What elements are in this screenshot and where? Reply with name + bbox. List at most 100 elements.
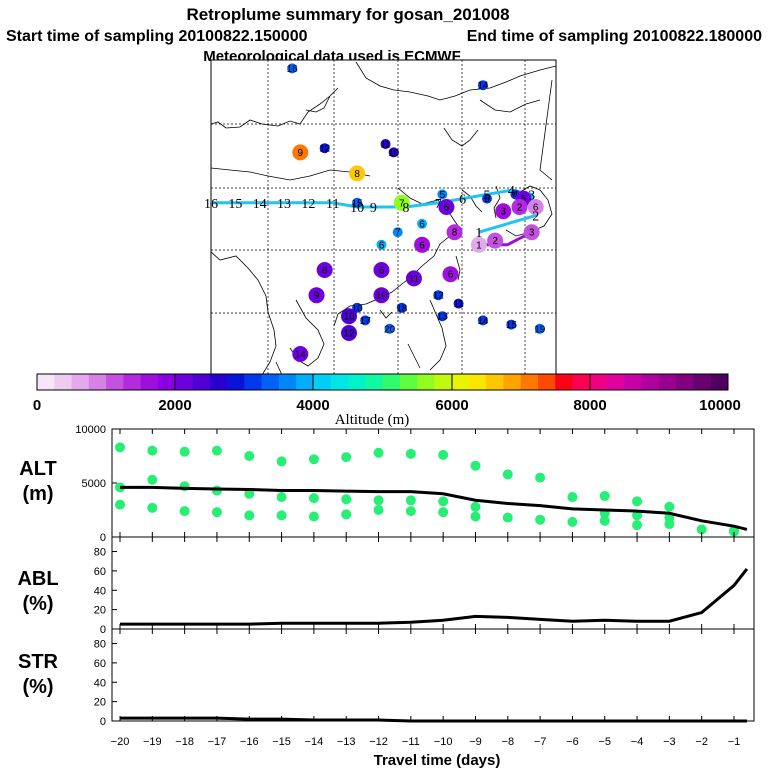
alt-member-point xyxy=(341,509,352,520)
map-point-label: 14 xyxy=(477,316,489,327)
map-point-label: 20 xyxy=(384,324,396,335)
colorbar-cell xyxy=(537,374,556,390)
track-label: 16 xyxy=(204,197,218,212)
y-tick-label: 60 xyxy=(94,658,106,670)
colorbar-cell xyxy=(347,374,366,390)
alt-member-point xyxy=(211,445,222,456)
map-point xyxy=(442,266,459,283)
map-point xyxy=(495,203,512,220)
map-point-label: 4 xyxy=(513,190,519,201)
map-point-label: 11 xyxy=(380,140,391,151)
start-time-label: Start time of sampling 20100822.150000 xyxy=(6,28,308,45)
alt-y-axis: 10000 5000 0 xyxy=(75,424,117,544)
alt-member-point xyxy=(244,451,255,461)
alt-member-point xyxy=(729,526,739,537)
colorbar-cell xyxy=(157,374,176,390)
alt-member-point xyxy=(244,510,255,521)
map-point xyxy=(393,194,410,211)
map-point-label: 6 xyxy=(448,270,454,281)
x-tick-label: −11 xyxy=(402,736,420,748)
map-point-label: 10 xyxy=(376,291,388,302)
colorbar-cell xyxy=(244,374,263,390)
colorbar-cell xyxy=(451,374,470,390)
map-point xyxy=(316,262,333,278)
map-point-label: 12 xyxy=(319,144,331,155)
x-axis: −20 −19 −18 −17 −16 −15 −14 −13 −12 −11 −10 −9 −8 −7 −… xyxy=(111,429,740,748)
map-point xyxy=(376,239,387,250)
map-point xyxy=(373,262,390,278)
map-point-label: 6 xyxy=(379,266,385,277)
map-point-label: 6 xyxy=(379,240,385,251)
x-tick-label: −3 xyxy=(663,736,676,748)
map-point xyxy=(392,227,403,238)
colorbar-cell xyxy=(589,374,608,390)
str-panel-label: STR xyxy=(18,651,59,673)
alt-member-point xyxy=(405,448,416,459)
alt-member-point xyxy=(179,506,190,517)
map-point-label: 2 xyxy=(492,236,498,247)
map-point-label: 8 xyxy=(452,228,458,239)
x-tick-label: −10 xyxy=(434,736,453,748)
alt-member-point xyxy=(599,490,610,501)
x-tick-label: −7 xyxy=(534,736,547,748)
map-point-label: 9 xyxy=(298,148,304,159)
map-point-label: 5 xyxy=(521,194,527,205)
colorbar-cell xyxy=(399,374,418,390)
colorbar-cell xyxy=(658,374,677,390)
map-point xyxy=(433,290,444,301)
end-time-label: End time of sampling 20100822.180000 xyxy=(467,28,762,45)
str-panel-frame xyxy=(111,628,755,722)
alt-mean-line xyxy=(120,485,748,531)
abl-panel-frame xyxy=(111,536,755,630)
map-point xyxy=(523,224,540,241)
track-label: 1 xyxy=(475,226,482,241)
map-point xyxy=(487,232,504,249)
map-point-label: 7 xyxy=(395,228,401,239)
map-point-label: 14 xyxy=(295,350,307,361)
map-point xyxy=(438,199,455,215)
alt-member-point xyxy=(502,469,513,480)
alt-member-point xyxy=(179,446,190,457)
map-point-label: 6 xyxy=(419,240,425,251)
map-point-label: 5 xyxy=(484,194,490,205)
x-tick-label: −20 xyxy=(111,736,130,748)
x-tick-label: −9 xyxy=(469,736,482,748)
alt-member-point xyxy=(696,524,707,535)
colorbar-tick-0: 0 xyxy=(33,397,41,414)
map-point xyxy=(360,315,371,326)
map-point xyxy=(384,323,395,334)
colorbar-cell xyxy=(503,374,522,390)
map-point xyxy=(506,319,517,330)
alt-member-point xyxy=(664,501,675,512)
colorbar-cell xyxy=(710,374,729,390)
altitude-colorbar: 0 2000 4000 6000 8000 10000 Altitude (m) xyxy=(33,373,741,428)
y-tick-label: 40 xyxy=(94,677,106,689)
y-tick-label: 20 xyxy=(94,697,106,709)
map-point-label: 6 xyxy=(419,219,425,230)
map-point xyxy=(417,218,428,229)
map-point-label: 10 xyxy=(343,312,355,323)
alt-member-point xyxy=(438,496,449,507)
map-point xyxy=(453,298,464,309)
map-point-label: 8 xyxy=(322,266,328,277)
map-point xyxy=(414,236,431,253)
map-point xyxy=(482,193,492,204)
alt-member-point xyxy=(599,515,610,526)
alt-member-point xyxy=(308,454,319,465)
colorbar-cell xyxy=(520,374,539,390)
alt-member-point xyxy=(276,510,287,521)
map-point xyxy=(319,143,330,154)
str-y-axis: 80 60 40 20 0 xyxy=(94,639,117,728)
alt-member-point xyxy=(373,505,384,515)
abl-line xyxy=(120,568,749,626)
colorbar-tick-6000: 6000 xyxy=(435,397,468,414)
alt-member-point xyxy=(567,516,578,527)
colorbar-cell xyxy=(676,374,694,390)
map-point xyxy=(511,199,528,215)
alt-member-point xyxy=(147,474,158,485)
alt-member-point xyxy=(373,495,384,506)
colorbar-cell xyxy=(278,374,297,390)
track-label: 9 xyxy=(370,201,377,216)
x-tick-label: −16 xyxy=(240,736,259,748)
